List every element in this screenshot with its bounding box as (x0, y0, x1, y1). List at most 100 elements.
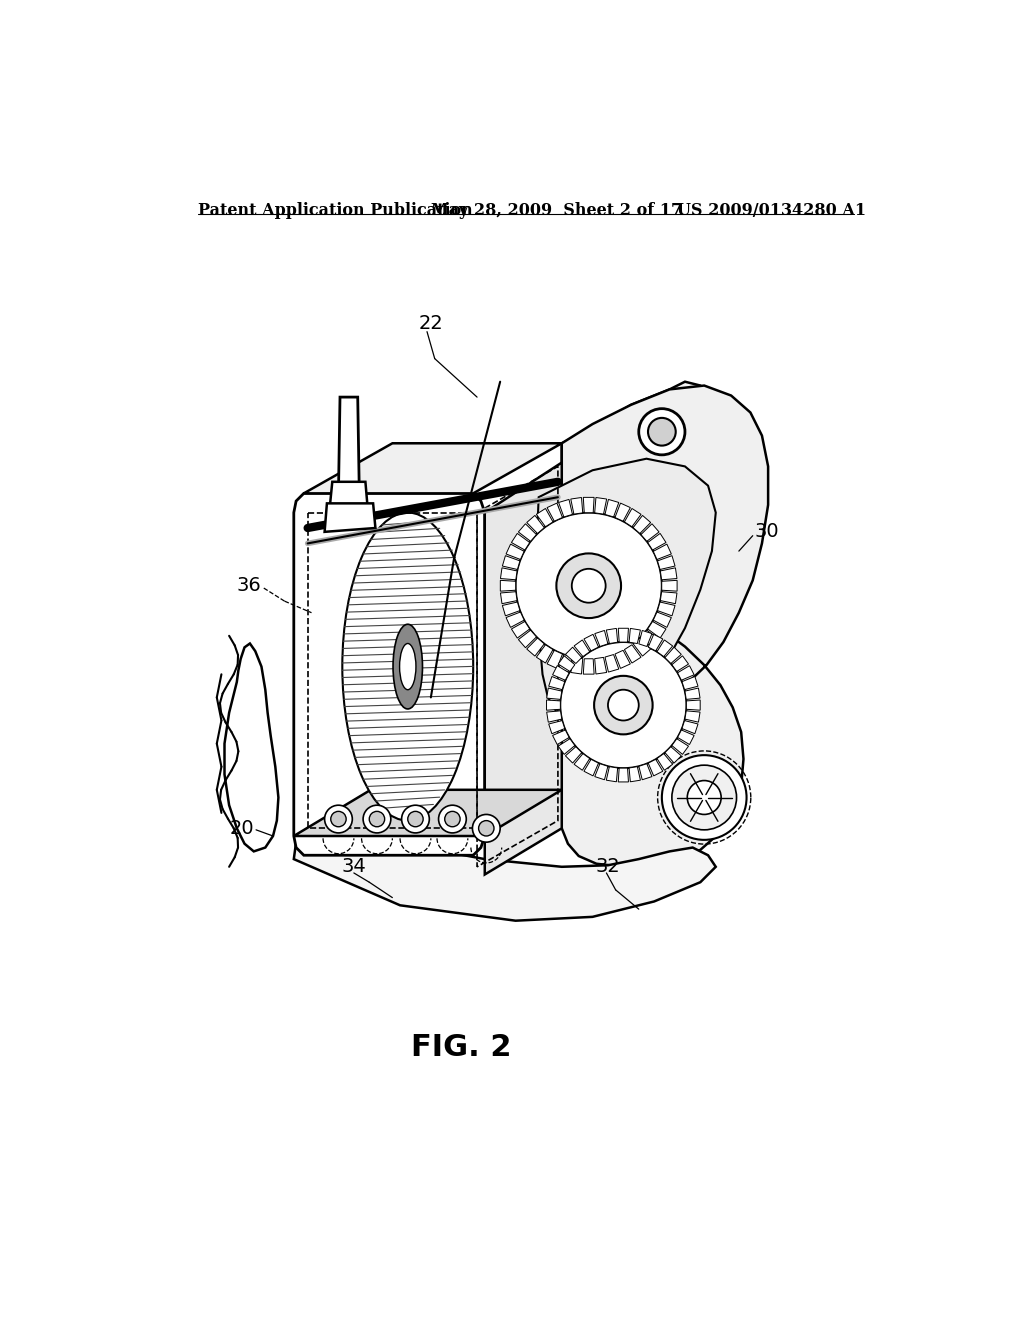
Polygon shape (526, 638, 545, 656)
Polygon shape (537, 508, 553, 527)
Polygon shape (537, 644, 553, 663)
Polygon shape (224, 644, 279, 851)
Polygon shape (606, 767, 617, 781)
Polygon shape (633, 638, 650, 656)
Polygon shape (294, 494, 484, 855)
Polygon shape (672, 739, 688, 755)
Text: 34: 34 (341, 857, 367, 876)
Polygon shape (618, 768, 629, 781)
Circle shape (370, 812, 385, 826)
Circle shape (639, 409, 685, 455)
Circle shape (571, 569, 605, 603)
Text: 22: 22 (419, 314, 443, 334)
Polygon shape (562, 385, 768, 867)
Polygon shape (518, 630, 537, 648)
Polygon shape (595, 498, 606, 513)
Polygon shape (629, 767, 640, 781)
Polygon shape (625, 508, 641, 527)
Polygon shape (678, 665, 694, 680)
Circle shape (662, 755, 746, 840)
Text: 30: 30 (755, 523, 779, 541)
Polygon shape (511, 622, 529, 638)
Polygon shape (641, 630, 659, 648)
Polygon shape (648, 622, 666, 638)
Polygon shape (672, 656, 688, 672)
Polygon shape (526, 515, 545, 533)
Polygon shape (392, 381, 716, 532)
Text: FIG. 2: FIG. 2 (412, 1034, 512, 1063)
Polygon shape (595, 657, 606, 675)
Circle shape (608, 690, 639, 721)
Polygon shape (657, 602, 675, 616)
Circle shape (672, 766, 736, 830)
Polygon shape (584, 759, 598, 776)
Polygon shape (547, 700, 560, 710)
Polygon shape (648, 635, 663, 651)
Text: US 2009/0134280 A1: US 2009/0134280 A1 (677, 202, 866, 219)
Polygon shape (484, 462, 562, 875)
Polygon shape (584, 659, 594, 675)
Polygon shape (584, 498, 594, 512)
Polygon shape (506, 544, 524, 560)
Circle shape (648, 418, 676, 446)
Polygon shape (625, 644, 641, 663)
Ellipse shape (342, 512, 473, 821)
Polygon shape (547, 503, 562, 521)
Polygon shape (595, 764, 608, 780)
Polygon shape (657, 640, 673, 656)
Polygon shape (657, 754, 673, 771)
Polygon shape (686, 700, 700, 710)
Polygon shape (558, 739, 574, 755)
Polygon shape (503, 602, 520, 616)
Polygon shape (304, 444, 562, 494)
Polygon shape (606, 628, 617, 644)
Polygon shape (325, 503, 376, 532)
Polygon shape (574, 754, 590, 771)
Polygon shape (294, 829, 716, 921)
Circle shape (594, 676, 652, 734)
Polygon shape (648, 759, 663, 776)
Text: May 28, 2009  Sheet 2 of 17: May 28, 2009 Sheet 2 of 17 (431, 202, 682, 219)
Polygon shape (665, 747, 681, 763)
Polygon shape (501, 568, 517, 579)
Circle shape (408, 812, 423, 826)
Text: 32: 32 (596, 857, 621, 876)
Circle shape (364, 805, 391, 833)
Polygon shape (570, 657, 583, 675)
Polygon shape (294, 789, 562, 836)
Polygon shape (559, 655, 572, 672)
Polygon shape (584, 635, 598, 651)
Polygon shape (595, 631, 608, 647)
Polygon shape (629, 628, 640, 644)
Polygon shape (639, 631, 652, 647)
Polygon shape (518, 524, 537, 541)
Polygon shape (615, 651, 631, 668)
Polygon shape (565, 747, 582, 763)
Circle shape (438, 805, 466, 833)
Polygon shape (570, 498, 583, 513)
Polygon shape (678, 730, 694, 744)
Circle shape (325, 805, 352, 833)
Polygon shape (547, 688, 562, 700)
Polygon shape (506, 612, 524, 627)
Polygon shape (549, 721, 564, 734)
Circle shape (444, 812, 460, 826)
Circle shape (515, 512, 662, 659)
Polygon shape (641, 524, 659, 541)
Polygon shape (653, 544, 672, 560)
Polygon shape (553, 730, 569, 744)
Polygon shape (558, 656, 574, 672)
Polygon shape (665, 647, 681, 664)
Polygon shape (330, 482, 368, 512)
Polygon shape (503, 556, 520, 569)
Polygon shape (511, 533, 529, 550)
Ellipse shape (393, 624, 423, 709)
Polygon shape (549, 677, 564, 689)
Polygon shape (682, 721, 698, 734)
Circle shape (556, 553, 621, 618)
Polygon shape (660, 568, 677, 579)
Circle shape (472, 814, 500, 842)
Polygon shape (660, 591, 677, 603)
Polygon shape (685, 688, 700, 700)
Polygon shape (648, 533, 666, 550)
